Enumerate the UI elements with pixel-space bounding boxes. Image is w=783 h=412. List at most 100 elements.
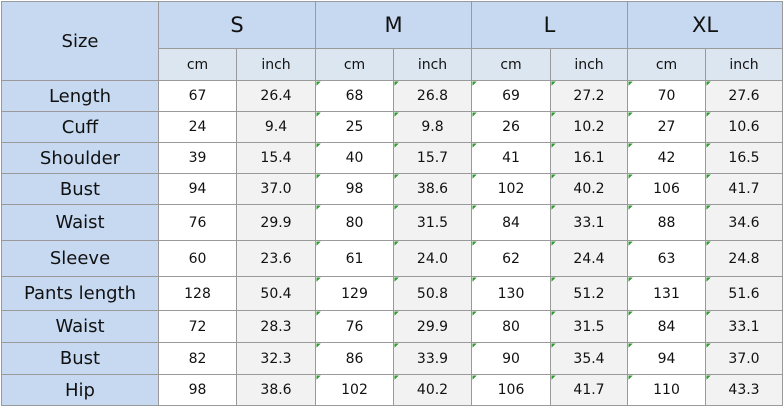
inch-value-cell: 24.0 <box>393 240 472 277</box>
measurement-row: Cuff 24 9.4 25 9.8 26 10.2 27 10.6 <box>1 111 783 143</box>
unit-header-inch: inch <box>550 48 628 81</box>
cm-value-cell: 129 <box>315 276 394 311</box>
cm-value-cell: 63 <box>627 240 706 277</box>
measurement-row: Waist 72 28.3 76 29.9 80 31.5 84 33.1 <box>1 310 783 343</box>
cm-value-cell: 76 <box>158 204 237 241</box>
inch-value-cell: 32.3 <box>236 342 316 375</box>
cm-value-cell: 94 <box>627 342 706 375</box>
inch-value-cell: 33.1 <box>705 310 783 343</box>
cm-value-cell: 82 <box>158 342 237 375</box>
inch-value-cell: 24.8 <box>705 240 783 277</box>
unit-header-inch: inch <box>236 48 316 81</box>
inch-value-cell: 35.4 <box>550 342 628 375</box>
cm-value-cell: 106 <box>471 374 551 406</box>
inch-value-cell: 26.8 <box>393 80 472 112</box>
inch-value-cell: 29.9 <box>236 204 316 241</box>
inch-value-cell: 31.5 <box>550 310 628 343</box>
inch-value-cell: 40.2 <box>550 173 628 205</box>
inch-value-cell: 37.0 <box>236 173 316 205</box>
inch-value-cell: 33.9 <box>393 342 472 375</box>
inch-value-cell: 23.6 <box>236 240 316 277</box>
measurement-label: Shoulder <box>1 142 159 174</box>
cm-value-cell: 106 <box>627 173 706 205</box>
inch-value-cell: 41.7 <box>705 173 783 205</box>
cm-value-cell: 60 <box>158 240 237 277</box>
unit-header-cm: cm <box>627 48 706 81</box>
inch-value-cell: 38.6 <box>393 173 472 205</box>
inch-value-cell: 43.3 <box>705 374 783 406</box>
inch-value-cell: 29.9 <box>393 310 472 343</box>
measurement-row: Waist 76 29.9 80 31.5 84 33.1 88 34.6 <box>1 204 783 241</box>
inch-value-cell: 27.2 <box>550 80 628 112</box>
measurement-label: Waist <box>1 204 159 241</box>
inch-value-cell: 34.6 <box>705 204 783 241</box>
cm-value-cell: 41 <box>471 142 551 174</box>
inch-value-cell: 27.6 <box>705 80 783 112</box>
inch-value-cell: 51.6 <box>705 276 783 311</box>
cm-value-cell: 110 <box>627 374 706 406</box>
inch-value-cell: 28.3 <box>236 310 316 343</box>
cm-value-cell: 61 <box>315 240 394 277</box>
measurement-label: Bust <box>1 342 159 375</box>
inch-value-cell: 50.4 <box>236 276 316 311</box>
inch-value-cell: 24.4 <box>550 240 628 277</box>
measurement-row: Hip 98 38.6 102 40.2 106 41.7 110 43.3 <box>1 374 783 406</box>
measurement-label: Pants length <box>1 276 159 311</box>
inch-value-cell: 16.1 <box>550 142 628 174</box>
unit-header-cm: cm <box>315 48 394 81</box>
cm-value-cell: 39 <box>158 142 237 174</box>
inch-value-cell: 26.4 <box>236 80 316 112</box>
cm-value-cell: 94 <box>158 173 237 205</box>
measurement-row: Bust 94 37.0 98 38.6 102 40.2 106 41.7 <box>1 173 783 205</box>
measurement-row: Bust 82 32.3 86 33.9 90 35.4 94 37.0 <box>1 342 783 375</box>
size-corner-label: Size <box>1 1 159 81</box>
inch-value-cell: 37.0 <box>705 342 783 375</box>
inch-value-cell: 15.7 <box>393 142 472 174</box>
cm-value-cell: 80 <box>471 310 551 343</box>
cm-value-cell: 80 <box>315 204 394 241</box>
cm-value-cell: 42 <box>627 142 706 174</box>
unit-header-inch: inch <box>393 48 472 81</box>
inch-value-cell: 16.5 <box>705 142 783 174</box>
cm-value-cell: 24 <box>158 111 237 143</box>
measurement-label: Hip <box>1 374 159 406</box>
inch-value-cell: 15.4 <box>236 142 316 174</box>
inch-value-cell: 31.5 <box>393 204 472 241</box>
cm-value-cell: 40 <box>315 142 394 174</box>
unit-header-row: cm inch cm inch cm inch cm inch <box>2 48 783 81</box>
cm-value-cell: 90 <box>471 342 551 375</box>
measurement-row: Sleeve 60 23.6 61 24.0 62 24.4 63 24.8 <box>1 240 783 277</box>
size-header-l: L <box>471 1 628 49</box>
inch-value-cell: 9.4 <box>236 111 316 143</box>
cm-value-cell: 68 <box>315 80 394 112</box>
cm-value-cell: 62 <box>471 240 551 277</box>
inch-value-cell: 33.1 <box>550 204 628 241</box>
inch-value-cell: 40.2 <box>393 374 472 406</box>
size-header-row: Size S M L XL <box>1 1 783 81</box>
inch-value-cell: 9.8 <box>393 111 472 143</box>
measurement-label: Waist <box>1 310 159 343</box>
inch-value-cell: 50.8 <box>393 276 472 311</box>
size-header-m: M <box>315 1 472 49</box>
cm-value-cell: 70 <box>627 80 706 112</box>
measurement-label: Cuff <box>1 111 159 143</box>
cm-value-cell: 67 <box>158 80 237 112</box>
measurement-row: Pants length 128 50.4 129 50.8 130 51.2 131 51.6 <box>1 276 783 311</box>
unit-header-cm: cm <box>158 48 237 81</box>
cm-value-cell: 27 <box>627 111 706 143</box>
cm-value-cell: 130 <box>471 276 551 311</box>
cm-value-cell: 76 <box>315 310 394 343</box>
cm-value-cell: 84 <box>471 204 551 241</box>
cm-value-cell: 131 <box>627 276 706 311</box>
cm-value-cell: 98 <box>315 173 394 205</box>
cm-value-cell: 98 <box>158 374 237 406</box>
size-header-xl: XL <box>627 1 783 49</box>
cm-value-cell: 88 <box>627 204 706 241</box>
measurement-label: Bust <box>1 173 159 205</box>
cm-value-cell: 26 <box>471 111 551 143</box>
measurement-label: Sleeve <box>1 240 159 277</box>
cm-value-cell: 84 <box>627 310 706 343</box>
inch-value-cell: 10.6 <box>705 111 783 143</box>
unit-header-cm: cm <box>471 48 551 81</box>
